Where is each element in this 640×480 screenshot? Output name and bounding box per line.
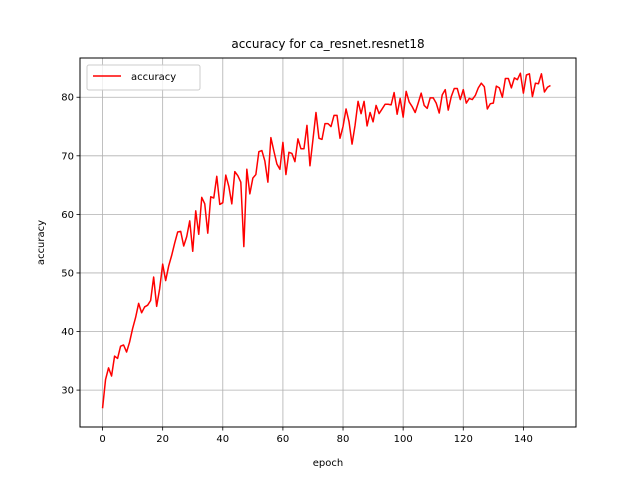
chart-title: accuracy for ca_resnet.resnet18 — [231, 37, 424, 51]
plot-area — [80, 58, 576, 427]
y-tick-label: 50 — [61, 268, 74, 279]
y-tick-label: 30 — [61, 386, 74, 397]
y-axis-label: accuracy — [36, 220, 47, 265]
legend: accuracy — [86, 64, 201, 91]
x-tick-label: 40 — [216, 434, 229, 445]
series-line-accuracy — [101, 72, 551, 409]
x-tick-label: 20 — [156, 434, 169, 445]
x-tick-label: 140 — [514, 434, 533, 445]
x-tick-label: 60 — [277, 434, 290, 445]
x-tick-label: 80 — [337, 434, 350, 445]
y-tick-label: 70 — [61, 151, 74, 162]
x-tick-label: 100 — [394, 434, 413, 445]
x-tick-label: 120 — [454, 434, 473, 445]
y-tick-label: 60 — [61, 210, 74, 221]
y-tick-label: 80 — [61, 93, 74, 104]
axes-frame — [79, 57, 577, 428]
series-lines — [101, 72, 551, 409]
x-tick-label: 0 — [99, 434, 105, 445]
legend-label: accuracy — [131, 72, 176, 83]
plot-frame — [79, 57, 577, 428]
legend-box — [86, 64, 201, 91]
x-axis-label: epoch — [313, 458, 343, 469]
grid-lines — [80, 58, 576, 427]
ticks: 0 20 40 60 80 100 120 140 30 40 50 60 70 80 — [61, 93, 533, 445]
y-tick-label: 40 — [61, 327, 74, 338]
